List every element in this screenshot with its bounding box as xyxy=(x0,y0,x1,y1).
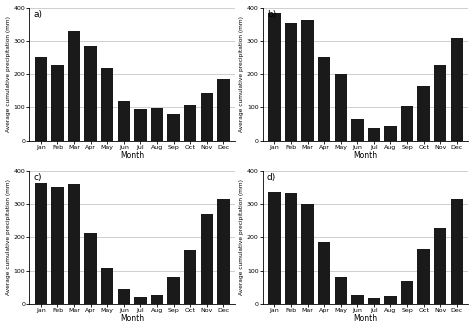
Bar xyxy=(285,23,297,141)
Bar xyxy=(418,249,430,304)
Bar xyxy=(401,281,413,304)
Text: c): c) xyxy=(33,173,42,182)
Bar xyxy=(201,93,213,141)
Bar xyxy=(368,298,380,304)
Bar xyxy=(351,119,364,141)
Bar xyxy=(134,109,146,141)
Bar xyxy=(101,268,113,304)
Bar xyxy=(84,233,97,304)
Bar xyxy=(418,87,430,141)
Bar xyxy=(51,187,64,304)
Bar xyxy=(51,65,64,141)
Bar xyxy=(118,289,130,304)
Bar xyxy=(335,74,347,141)
Bar xyxy=(151,108,163,141)
Bar xyxy=(268,13,281,141)
Bar xyxy=(384,295,397,304)
Bar xyxy=(35,183,47,304)
Bar xyxy=(217,79,229,141)
Bar xyxy=(301,20,314,141)
Bar xyxy=(401,107,413,141)
Bar xyxy=(118,101,130,141)
X-axis label: Month: Month xyxy=(120,315,144,323)
Bar xyxy=(35,57,47,141)
Bar xyxy=(301,204,314,304)
Y-axis label: Average cumulative precipitation (mm): Average cumulative precipitation (mm) xyxy=(6,16,10,132)
Bar xyxy=(167,277,180,304)
Bar xyxy=(368,128,380,141)
Bar xyxy=(351,294,364,304)
Bar xyxy=(201,214,213,304)
Bar xyxy=(84,46,97,141)
Bar xyxy=(134,297,146,304)
Bar xyxy=(451,38,463,141)
Text: d): d) xyxy=(267,173,276,182)
Y-axis label: Average cumulative precipitation (mm): Average cumulative precipitation (mm) xyxy=(6,179,10,295)
Bar xyxy=(184,105,196,141)
Bar xyxy=(101,68,113,141)
Bar xyxy=(268,192,281,304)
Bar xyxy=(434,228,447,304)
Bar xyxy=(384,126,397,141)
Bar xyxy=(68,184,80,304)
Bar xyxy=(68,31,80,141)
X-axis label: Month: Month xyxy=(354,315,378,323)
Bar xyxy=(217,199,229,304)
X-axis label: Month: Month xyxy=(354,151,378,160)
Bar xyxy=(167,114,180,141)
Y-axis label: Average cumulative precipitation (mm): Average cumulative precipitation (mm) xyxy=(239,179,244,295)
Bar xyxy=(335,277,347,304)
Bar xyxy=(151,294,163,304)
Bar xyxy=(451,199,463,304)
Bar xyxy=(318,57,330,141)
Text: b): b) xyxy=(267,10,276,19)
Bar xyxy=(318,242,330,304)
Bar xyxy=(285,193,297,304)
Text: a): a) xyxy=(33,10,42,19)
Bar xyxy=(434,65,447,141)
Bar xyxy=(184,250,196,304)
Y-axis label: Average cumulative precipitation (mm): Average cumulative precipitation (mm) xyxy=(239,16,244,132)
X-axis label: Month: Month xyxy=(120,151,144,160)
